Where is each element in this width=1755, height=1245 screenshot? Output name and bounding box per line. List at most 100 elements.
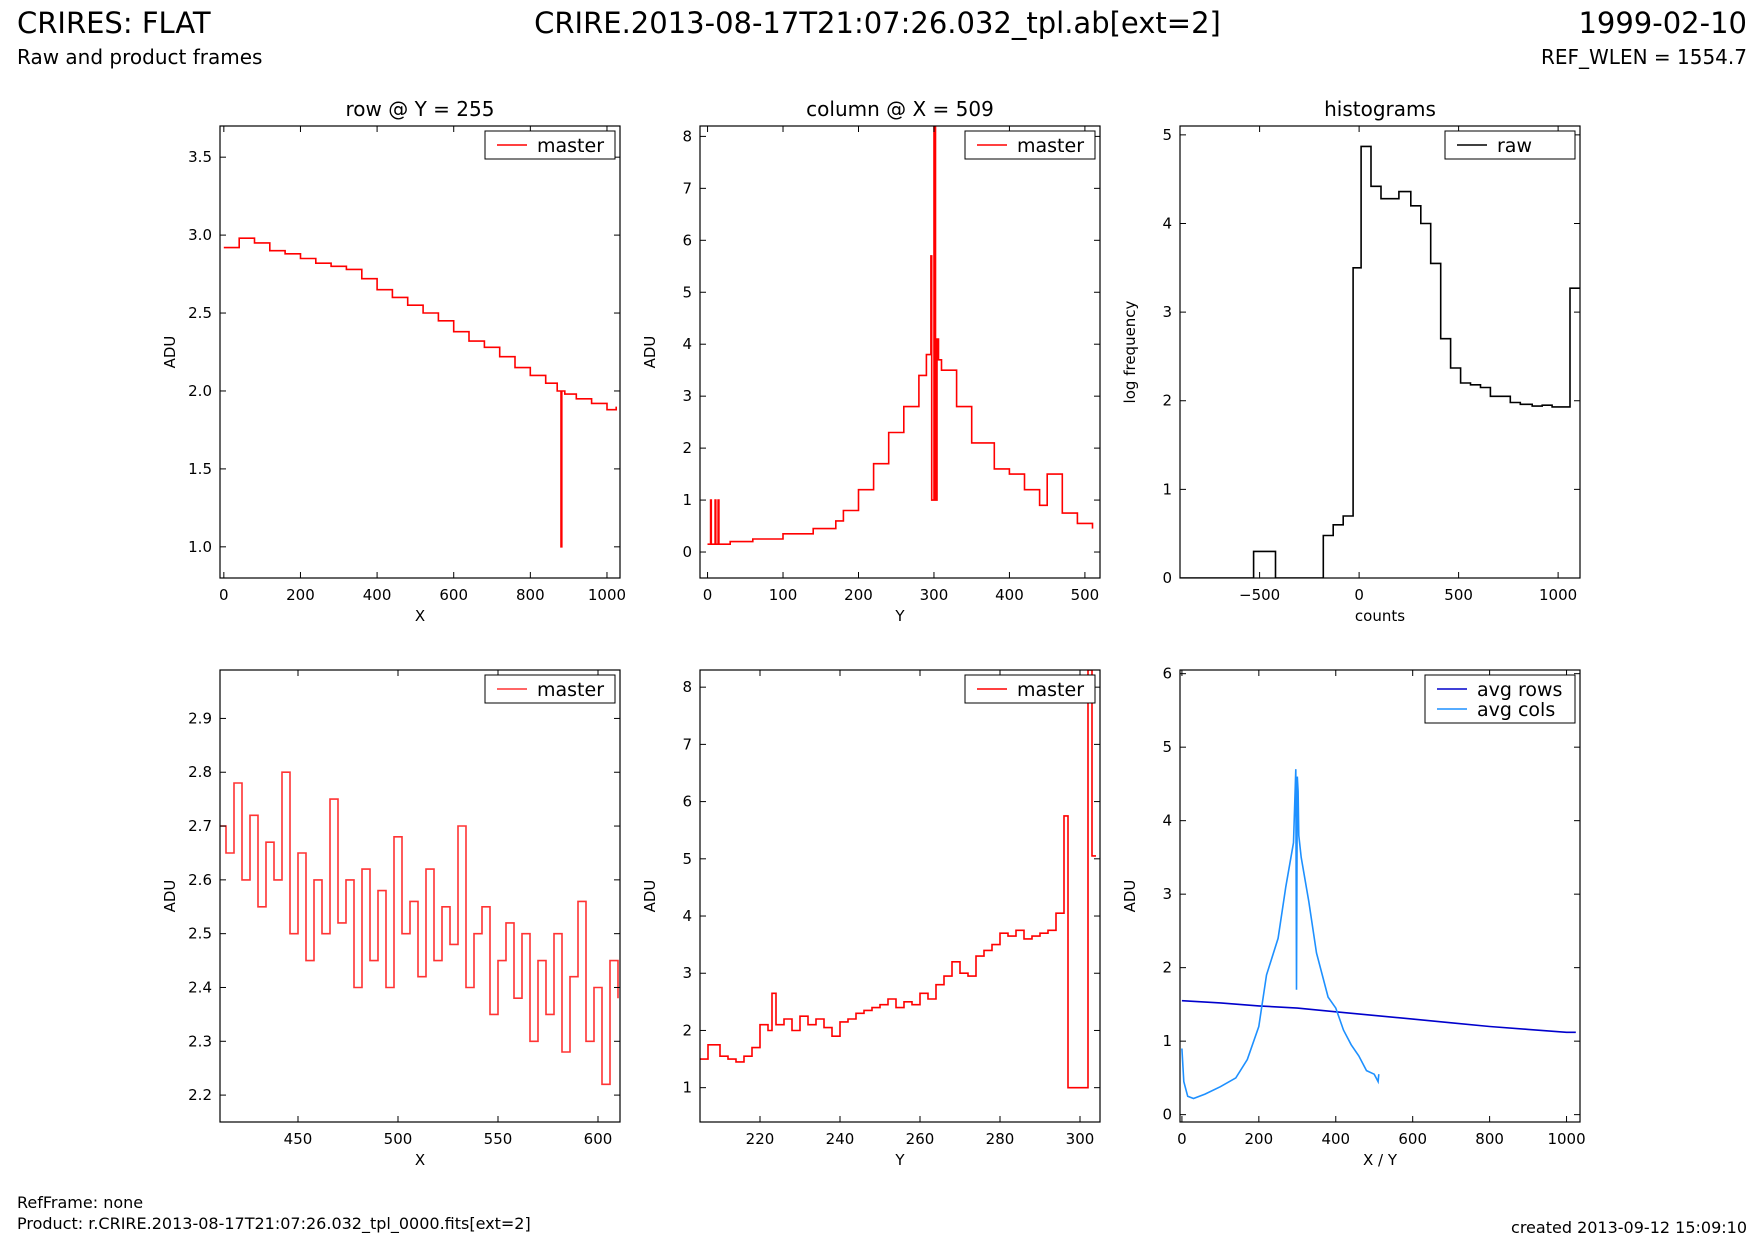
x-tick-label: 400 <box>995 586 1024 604</box>
y-tick-label: 4 <box>1162 812 1172 830</box>
y-tick-label: 8 <box>682 127 692 145</box>
y-tick-label: 2.6 <box>188 871 212 889</box>
legend-label: master <box>537 135 604 157</box>
x-tick-label: 1000 <box>588 586 626 604</box>
x-tick-label: 260 <box>906 1130 935 1148</box>
y-tick-label: 1 <box>1162 480 1172 498</box>
x-tick-label: 0 <box>1177 1130 1187 1148</box>
axes-frame <box>219 669 621 1123</box>
y-tick-label: 1 <box>682 491 692 509</box>
y-tick-label: 7 <box>682 179 692 197</box>
y-axis-label: ADU <box>641 336 659 369</box>
y-tick-label: 2.5 <box>188 304 212 322</box>
x-tick-label: 200 <box>844 586 873 604</box>
y-tick-label: 1 <box>1162 1032 1172 1050</box>
series-line-master <box>223 237 617 548</box>
x-tick-label: 400 <box>363 586 392 604</box>
y-tick-label: 2.7 <box>188 817 212 835</box>
y-tick-label: 0 <box>1162 569 1172 587</box>
file-name-title: CRIRE.2013-08-17T21:07:26.032_tpl.ab[ext… <box>534 6 1221 40</box>
x-tick-label: 240 <box>826 1130 855 1148</box>
y-tick-label: 1.5 <box>188 460 212 478</box>
axes-frame <box>219 125 621 579</box>
y-axis-label: ADU <box>161 336 179 369</box>
x-tick-label: 500 <box>384 1130 413 1148</box>
chart-panel-6: 0 200 400 600 800 1000 0 1 2 3 4 5 6 X / Y ADU avg rows… <box>1121 665 1586 1169</box>
y-tick-label: 5 <box>682 283 692 301</box>
x-axis-label: X / Y <box>1363 1151 1398 1169</box>
product-note: Product: r.CRIRE.2013-08-17T21:07:26.032… <box>17 1214 531 1233</box>
legend-label: master <box>1017 679 1084 701</box>
y-tick-label: 2.5 <box>188 925 212 943</box>
created-note: created 2013-09-12 15:09:10 <box>1511 1218 1747 1237</box>
x-tick-label: 300 <box>1066 1130 1095 1148</box>
x-tick-label: 300 <box>920 586 949 604</box>
y-tick-label: 2 <box>682 439 692 457</box>
x-tick-label: 600 <box>1398 1130 1427 1148</box>
chart-panel-3: −500 0 500 1000 0 1 2 3 4 5 histograms counts log fr… <box>1121 97 1581 625</box>
x-tick-label: 800 <box>1475 1130 1504 1148</box>
x-tick-label: 400 <box>1321 1130 1350 1148</box>
y-tick-label: 3 <box>1162 303 1172 321</box>
y-tick-label: 7 <box>682 735 692 753</box>
x-tick-label: 500 <box>1071 586 1100 604</box>
legend-label: master <box>1017 135 1084 157</box>
y-tick-label: 3 <box>1162 885 1172 903</box>
x-tick-label: 0 <box>1354 586 1364 604</box>
x-axis-label: Y <box>894 1151 905 1169</box>
date-title: 1999-02-10 <box>1578 6 1747 40</box>
x-tick-label: 200 <box>286 586 315 604</box>
legend-label: raw <box>1497 135 1532 157</box>
axes-frame <box>1179 669 1581 1123</box>
y-axis-label: log frequency <box>1121 300 1139 403</box>
series-line-raw <box>1180 145 1580 578</box>
x-axis-label: X <box>415 607 425 625</box>
y-tick-label: 1 <box>682 1079 692 1097</box>
series-line-master <box>220 771 619 1086</box>
y-tick-label: 3 <box>682 387 692 405</box>
chart-panel-1: 0 200 400 600 800 1000 1.0 1.5 2.0 2.5 3.0 3.5 row @… <box>161 97 626 625</box>
y-tick-label: 5 <box>682 850 692 868</box>
chart-title: histograms <box>1324 97 1436 121</box>
y-tick-label: 2.2 <box>188 1086 212 1104</box>
y-tick-label: 6 <box>1162 665 1172 683</box>
chart-title: row @ Y = 255 <box>346 97 495 121</box>
figure-title: CRIRES: FLAT <box>17 6 211 40</box>
x-axis-label: X <box>415 1151 425 1169</box>
x-tick-label: 220 <box>746 1130 775 1148</box>
x-axis-label: Y <box>894 607 905 625</box>
axes-frame <box>699 125 1101 579</box>
y-tick-label: 2.4 <box>188 978 212 996</box>
y-tick-label: 5 <box>1162 738 1172 756</box>
chart-title: column @ X = 509 <box>806 97 994 121</box>
legend-label: avg cols <box>1477 699 1555 721</box>
x-tick-label: 280 <box>986 1130 1015 1148</box>
x-tick-label: 1000 <box>1547 1130 1585 1148</box>
legend-box <box>1424 674 1576 724</box>
y-tick-label: 6 <box>682 793 692 811</box>
y-tick-label: 4 <box>682 335 692 353</box>
chart-panel-5: 220 240 260 280 300 1 2 3 4 5 6 7 8 Y ADU master <box>641 669 1101 1169</box>
x-tick-label: 200 <box>1245 1130 1274 1148</box>
x-tick-label: 550 <box>484 1130 513 1148</box>
ref-wlen-label: REF_WLEN = 1554.7 <box>1540 45 1747 69</box>
y-tick-label: 2.9 <box>188 709 212 727</box>
x-tick-label: 450 <box>284 1130 313 1148</box>
y-tick-label: 8 <box>682 678 692 696</box>
x-tick-label: 600 <box>584 1130 613 1148</box>
y-tick-label: 3.0 <box>188 226 212 244</box>
x-tick-label: 0 <box>219 586 229 604</box>
axes-frame <box>699 669 1101 1123</box>
y-tick-label: 6 <box>682 231 692 249</box>
figure-subtitle: Raw and product frames <box>17 45 263 69</box>
y-axis-label: ADU <box>1121 880 1139 913</box>
y-tick-label: 0 <box>1162 1106 1172 1124</box>
series-line-avg-rows <box>1181 999 1576 1034</box>
chart-panel-2: 0 100 200 300 400 500 0 1 2 3 4 5 6 7 8 column @ X = 50… <box>641 97 1101 625</box>
x-tick-label: 1000 <box>1539 586 1577 604</box>
x-axis-label: counts <box>1355 607 1405 625</box>
chart-panel-4: 450 500 550 600 2.2 2.3 2.4 2.5 2.6 2.7 2.8 2.9 X ADU… <box>161 669 621 1169</box>
x-tick-label: 100 <box>769 586 798 604</box>
y-tick-label: 4 <box>1162 214 1172 232</box>
